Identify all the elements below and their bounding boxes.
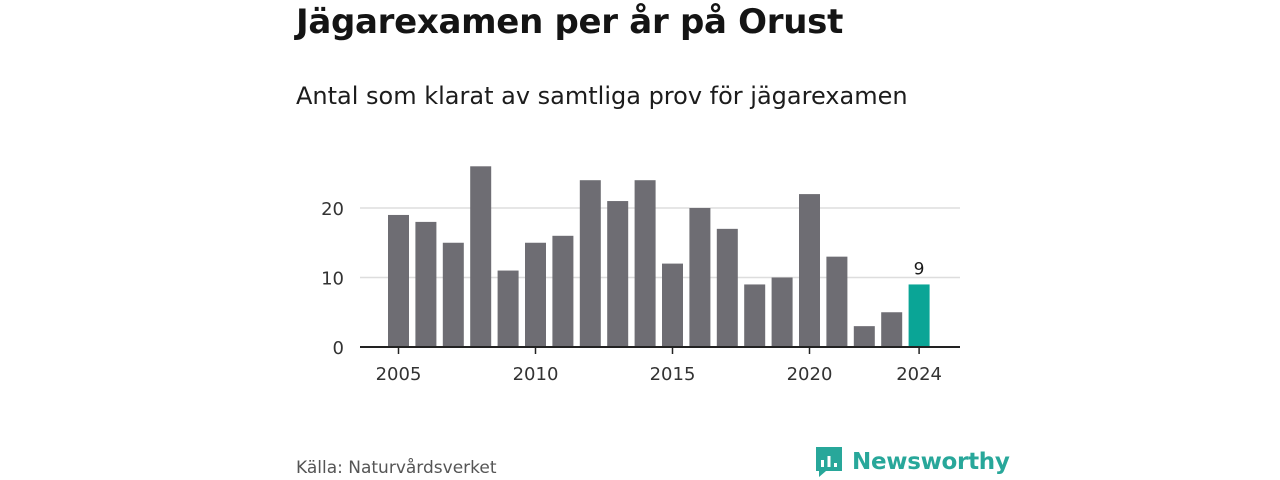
bar-2014 [634, 180, 656, 347]
bar-chart: 0 10 20 2005 2010 2015 2020 2024 9 [321, 166, 960, 385]
x-tick-label-2015: 2015 [650, 364, 696, 385]
bar-2008 [470, 166, 492, 347]
x-tick-label-2005: 2005 [376, 364, 422, 385]
chart-title: Jägarexamen per år på Orust [296, 2, 844, 42]
newsworthy-logo-icon [816, 447, 842, 477]
bar-2007 [442, 242, 464, 347]
y-axis-ticks: 0 10 20 [321, 199, 344, 359]
chart-subtitle: Antal som klarat av samtliga prov för jä… [296, 82, 908, 110]
data-label-2024: 9 [914, 259, 925, 279]
bars [388, 166, 930, 347]
brand-logo: Newsworthy [816, 447, 1010, 477]
bar-2020 [799, 194, 820, 347]
bar-2012 [579, 180, 601, 347]
bar-2016 [689, 208, 711, 347]
x-tick-label-2010: 2010 [513, 364, 559, 385]
brand-name: Newsworthy [852, 449, 1010, 475]
y-tick-label-20: 20 [321, 199, 344, 220]
bar-2022 [853, 326, 875, 347]
y-tick-label-0: 0 [333, 338, 344, 359]
bar-2013 [607, 201, 629, 347]
bar-2017 [716, 228, 738, 347]
data-labels: 9 [914, 259, 925, 279]
x-tick-label-2024: 2024 [896, 364, 942, 385]
bar-2015 [662, 263, 683, 347]
bar-2018 [744, 284, 766, 347]
source-note: Källa: Naturvårdsverket [296, 458, 497, 478]
y-tick-label-10: 10 [321, 269, 344, 290]
bar-2024 [908, 284, 930, 347]
bar-2009 [497, 270, 519, 347]
x-axis-ticks: 2005 2010 2015 2020 2024 [376, 347, 942, 385]
bar-2005 [388, 214, 409, 347]
bar-2019 [771, 277, 793, 347]
bar-2021 [826, 256, 848, 347]
x-tick-label-2020: 2020 [787, 364, 833, 385]
bar-2010 [525, 242, 546, 347]
bar-2006 [415, 221, 437, 347]
bar-2011 [552, 235, 574, 347]
bar-2023 [881, 312, 903, 347]
